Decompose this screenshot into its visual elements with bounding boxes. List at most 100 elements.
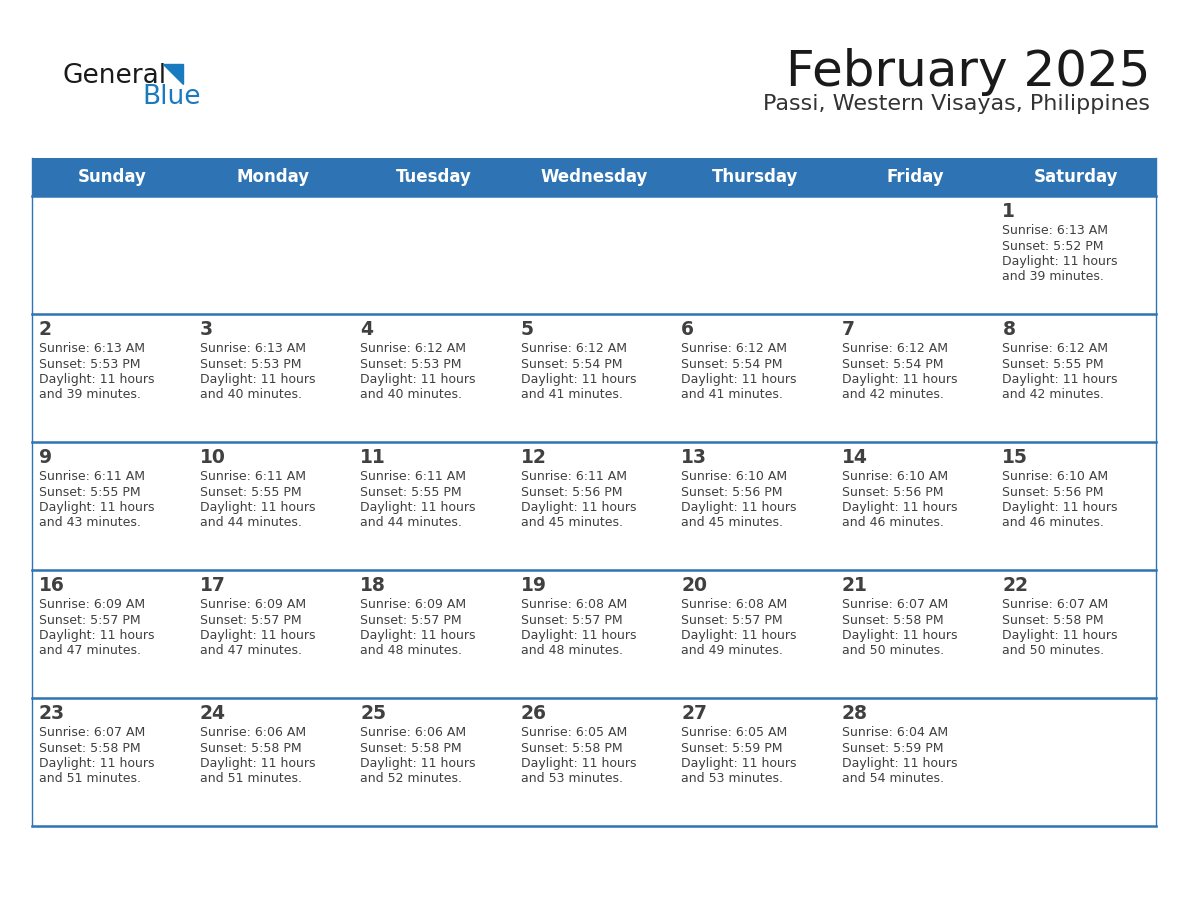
Text: February 2025: February 2025 xyxy=(785,48,1150,96)
Text: Sunrise: 6:07 AM: Sunrise: 6:07 AM xyxy=(39,726,145,739)
Text: Sunset: 5:59 PM: Sunset: 5:59 PM xyxy=(842,742,943,755)
Text: Daylight: 11 hours: Daylight: 11 hours xyxy=(842,501,958,514)
Text: 19: 19 xyxy=(520,576,546,595)
Text: Sunset: 5:53 PM: Sunset: 5:53 PM xyxy=(200,357,301,371)
Text: Sunset: 5:57 PM: Sunset: 5:57 PM xyxy=(39,613,140,626)
Text: and 46 minutes.: and 46 minutes. xyxy=(842,517,943,530)
Text: and 41 minutes.: and 41 minutes. xyxy=(681,388,783,401)
Text: and 53 minutes.: and 53 minutes. xyxy=(520,773,623,786)
Text: 16: 16 xyxy=(39,576,65,595)
Text: Sunset: 5:56 PM: Sunset: 5:56 PM xyxy=(1003,486,1104,498)
Text: Tuesday: Tuesday xyxy=(396,168,472,186)
Text: Sunset: 5:54 PM: Sunset: 5:54 PM xyxy=(520,357,623,371)
Text: Daylight: 11 hours: Daylight: 11 hours xyxy=(842,373,958,386)
Text: Sunset: 5:58 PM: Sunset: 5:58 PM xyxy=(520,742,623,755)
Text: Daylight: 11 hours: Daylight: 11 hours xyxy=(842,629,958,642)
Text: Thursday: Thursday xyxy=(712,168,798,186)
Text: and 44 minutes.: and 44 minutes. xyxy=(200,517,302,530)
Text: Sunset: 5:54 PM: Sunset: 5:54 PM xyxy=(681,357,783,371)
Text: 2: 2 xyxy=(39,320,52,339)
Text: 17: 17 xyxy=(200,576,226,595)
Text: 21: 21 xyxy=(842,576,867,595)
Text: Sunrise: 6:07 AM: Sunrise: 6:07 AM xyxy=(842,598,948,611)
Text: 18: 18 xyxy=(360,576,386,595)
Text: Sunset: 5:58 PM: Sunset: 5:58 PM xyxy=(200,742,302,755)
Text: 6: 6 xyxy=(681,320,694,339)
Text: 20: 20 xyxy=(681,576,707,595)
Text: 26: 26 xyxy=(520,704,546,723)
Text: Sunrise: 6:13 AM: Sunrise: 6:13 AM xyxy=(200,342,305,355)
Text: 8: 8 xyxy=(1003,320,1016,339)
Text: 22: 22 xyxy=(1003,576,1029,595)
Text: and 47 minutes.: and 47 minutes. xyxy=(39,644,141,657)
Text: Daylight: 11 hours: Daylight: 11 hours xyxy=(200,373,315,386)
Text: and 40 minutes.: and 40 minutes. xyxy=(360,388,462,401)
Text: Sunrise: 6:09 AM: Sunrise: 6:09 AM xyxy=(39,598,145,611)
Text: Sunrise: 6:09 AM: Sunrise: 6:09 AM xyxy=(200,598,305,611)
Bar xyxy=(32,314,1156,442)
Text: Wednesday: Wednesday xyxy=(541,168,647,186)
Text: 23: 23 xyxy=(39,704,65,723)
Text: 15: 15 xyxy=(1003,448,1029,467)
Text: 1: 1 xyxy=(1003,202,1016,221)
Text: Sunrise: 6:10 AM: Sunrise: 6:10 AM xyxy=(1003,470,1108,483)
Text: Sunrise: 6:07 AM: Sunrise: 6:07 AM xyxy=(1003,598,1108,611)
Text: 9: 9 xyxy=(39,448,52,467)
Text: Passi, Western Visayas, Philippines: Passi, Western Visayas, Philippines xyxy=(763,94,1150,114)
Text: 27: 27 xyxy=(681,704,707,723)
Text: 7: 7 xyxy=(842,320,855,339)
Text: Sunrise: 6:09 AM: Sunrise: 6:09 AM xyxy=(360,598,466,611)
Text: Sunset: 5:57 PM: Sunset: 5:57 PM xyxy=(360,613,462,626)
Text: and 48 minutes.: and 48 minutes. xyxy=(360,644,462,657)
Text: Daylight: 11 hours: Daylight: 11 hours xyxy=(39,757,154,770)
Text: Sunrise: 6:10 AM: Sunrise: 6:10 AM xyxy=(681,470,788,483)
Text: Daylight: 11 hours: Daylight: 11 hours xyxy=(1003,255,1118,268)
Text: General: General xyxy=(62,63,166,89)
Text: Daylight: 11 hours: Daylight: 11 hours xyxy=(360,757,475,770)
Text: and 43 minutes.: and 43 minutes. xyxy=(39,517,141,530)
Text: Daylight: 11 hours: Daylight: 11 hours xyxy=(842,757,958,770)
Text: and 40 minutes.: and 40 minutes. xyxy=(200,388,302,401)
Text: and 54 minutes.: and 54 minutes. xyxy=(842,773,943,786)
Text: 11: 11 xyxy=(360,448,386,467)
Text: and 46 minutes.: and 46 minutes. xyxy=(1003,517,1105,530)
Text: Monday: Monday xyxy=(236,168,309,186)
Text: Sunrise: 6:11 AM: Sunrise: 6:11 AM xyxy=(200,470,305,483)
Text: Daylight: 11 hours: Daylight: 11 hours xyxy=(1003,373,1118,386)
Text: and 45 minutes.: and 45 minutes. xyxy=(681,517,783,530)
Text: Sunrise: 6:12 AM: Sunrise: 6:12 AM xyxy=(842,342,948,355)
Text: Sunset: 5:52 PM: Sunset: 5:52 PM xyxy=(1003,240,1104,252)
Text: Daylight: 11 hours: Daylight: 11 hours xyxy=(520,373,637,386)
Text: Sunrise: 6:05 AM: Sunrise: 6:05 AM xyxy=(681,726,788,739)
Text: Daylight: 11 hours: Daylight: 11 hours xyxy=(520,757,637,770)
Bar xyxy=(32,570,1156,698)
Text: Daylight: 11 hours: Daylight: 11 hours xyxy=(360,373,475,386)
Text: Saturday: Saturday xyxy=(1034,168,1118,186)
Bar xyxy=(32,442,1156,570)
Text: Daylight: 11 hours: Daylight: 11 hours xyxy=(360,501,475,514)
Text: Sunrise: 6:10 AM: Sunrise: 6:10 AM xyxy=(842,470,948,483)
Text: 3: 3 xyxy=(200,320,213,339)
Text: Sunrise: 6:12 AM: Sunrise: 6:12 AM xyxy=(1003,342,1108,355)
Text: Sunset: 5:57 PM: Sunset: 5:57 PM xyxy=(681,613,783,626)
Text: Sunset: 5:58 PM: Sunset: 5:58 PM xyxy=(1003,613,1104,626)
Text: 25: 25 xyxy=(360,704,386,723)
Text: Sunrise: 6:12 AM: Sunrise: 6:12 AM xyxy=(681,342,788,355)
Bar xyxy=(32,158,1156,196)
Text: and 45 minutes.: and 45 minutes. xyxy=(520,517,623,530)
Text: and 42 minutes.: and 42 minutes. xyxy=(842,388,943,401)
Text: Daylight: 11 hours: Daylight: 11 hours xyxy=(681,373,797,386)
Text: 12: 12 xyxy=(520,448,546,467)
Text: and 44 minutes.: and 44 minutes. xyxy=(360,517,462,530)
Text: and 51 minutes.: and 51 minutes. xyxy=(200,773,302,786)
Text: Sunrise: 6:12 AM: Sunrise: 6:12 AM xyxy=(360,342,466,355)
Text: Sunset: 5:58 PM: Sunset: 5:58 PM xyxy=(360,742,462,755)
Text: Sunset: 5:54 PM: Sunset: 5:54 PM xyxy=(842,357,943,371)
Text: Sunset: 5:59 PM: Sunset: 5:59 PM xyxy=(681,742,783,755)
Text: Sunrise: 6:12 AM: Sunrise: 6:12 AM xyxy=(520,342,627,355)
Text: Daylight: 11 hours: Daylight: 11 hours xyxy=(681,629,797,642)
Text: and 49 minutes.: and 49 minutes. xyxy=(681,644,783,657)
Text: 24: 24 xyxy=(200,704,226,723)
Text: and 41 minutes.: and 41 minutes. xyxy=(520,388,623,401)
Text: 28: 28 xyxy=(842,704,868,723)
